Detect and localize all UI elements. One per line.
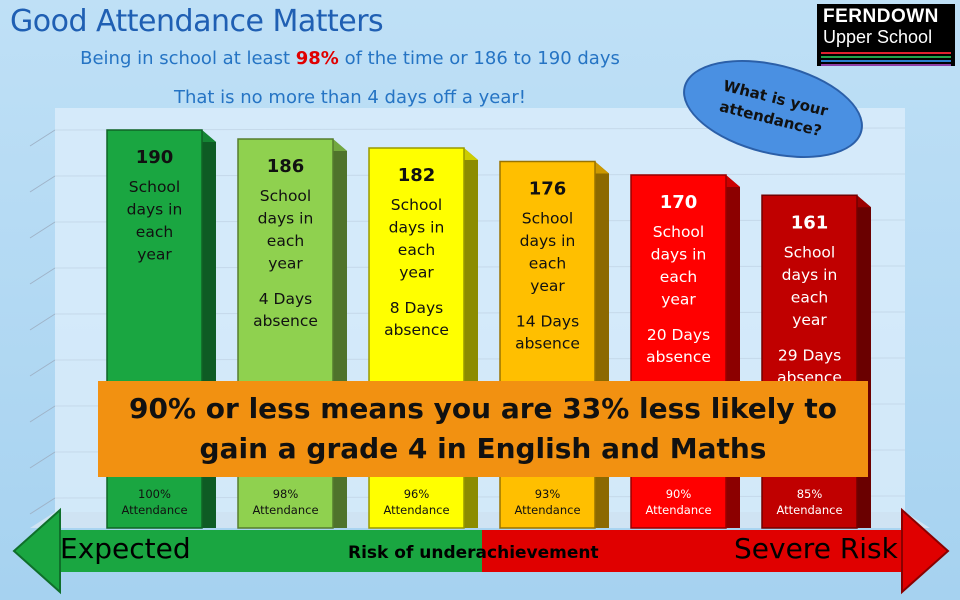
page-title: Good Attendance Matters <box>10 4 384 39</box>
bar-absence-label-3: 8 Days absence <box>384 299 449 339</box>
logo-stripe-red <box>821 52 951 54</box>
logo-line-ferndown: FERNDOWN <box>823 6 939 27</box>
ferndown-logo: FERNDOWN Upper School <box>817 4 955 66</box>
bar-value-3: 182 <box>398 165 436 186</box>
gridline-left <box>29 175 56 193</box>
bar-value-1: 190 <box>136 147 174 168</box>
bar-category-5: 90% Attendance <box>645 487 711 517</box>
gridline-left <box>29 129 56 147</box>
logo-stripe-blue <box>821 60 951 62</box>
logo-stripe-green <box>821 56 951 58</box>
arrow-label-severe-risk: Severe Risk <box>734 532 898 565</box>
gridline-left <box>29 313 56 331</box>
bar-value-2: 186 <box>267 156 305 177</box>
highlight-98-percent: 98% <box>295 48 339 69</box>
bar-value-4: 176 <box>529 179 567 200</box>
bar-days-label-6: School days in each year <box>782 243 838 329</box>
bar-days-label-2: School days in each year <box>258 187 314 273</box>
gridline-left <box>29 451 56 469</box>
grade-warning-banner: 90% or less means you are 33% less likel… <box>98 381 868 477</box>
gridline-left <box>29 497 56 515</box>
bar-absence-label-5: 20 Days absence <box>646 326 711 366</box>
gridline-left <box>29 359 56 377</box>
bar-absence-label-4: 14 Days absence <box>515 313 580 353</box>
bar-days-label-3: School days in each year <box>389 196 445 282</box>
gridline-left <box>29 221 56 239</box>
bar-days-label-4: School days in each year <box>520 210 576 296</box>
arrow-head-left <box>12 507 61 595</box>
arrow-band-green <box>60 530 482 572</box>
arrow-label-expected: Expected <box>60 532 191 565</box>
subtitle-4-days: That is no more than 4 days off a year! <box>173 87 527 108</box>
gridline-left <box>29 405 56 423</box>
bar-days-label-5: School days in each year <box>651 223 707 309</box>
banner-text: 90% or less means you are 33% less likel… <box>129 392 837 465</box>
logo-stripe-purple <box>821 64 951 66</box>
logo-line-upper-school: Upper School <box>823 27 933 47</box>
bar-days-label-1: School days in each year <box>127 178 183 264</box>
gridline-left <box>29 267 56 285</box>
bar-value-6: 161 <box>791 212 829 233</box>
bar-absence-label-2: 4 Days absence <box>253 290 318 330</box>
arrow-label-risk: Risk of underachievement <box>348 543 599 563</box>
arrow-band-red <box>482 530 902 572</box>
bar-category-4: 93% Attendance <box>514 487 580 517</box>
arrow-head-right <box>901 507 950 595</box>
bubble-text: What is your attendance? <box>717 76 830 141</box>
subtitle-98-percent: Being in school at least 98% of the time… <box>80 48 620 69</box>
bar-category-1: 100% Attendance <box>121 487 187 517</box>
bar-category-3: 96% Attendance <box>383 487 449 517</box>
bar-value-5: 170 <box>660 192 698 213</box>
bar-category-2: 98% Attendance <box>252 487 318 517</box>
bar-category-6: 85% Attendance <box>776 487 842 517</box>
bar-side-6 <box>857 195 871 528</box>
